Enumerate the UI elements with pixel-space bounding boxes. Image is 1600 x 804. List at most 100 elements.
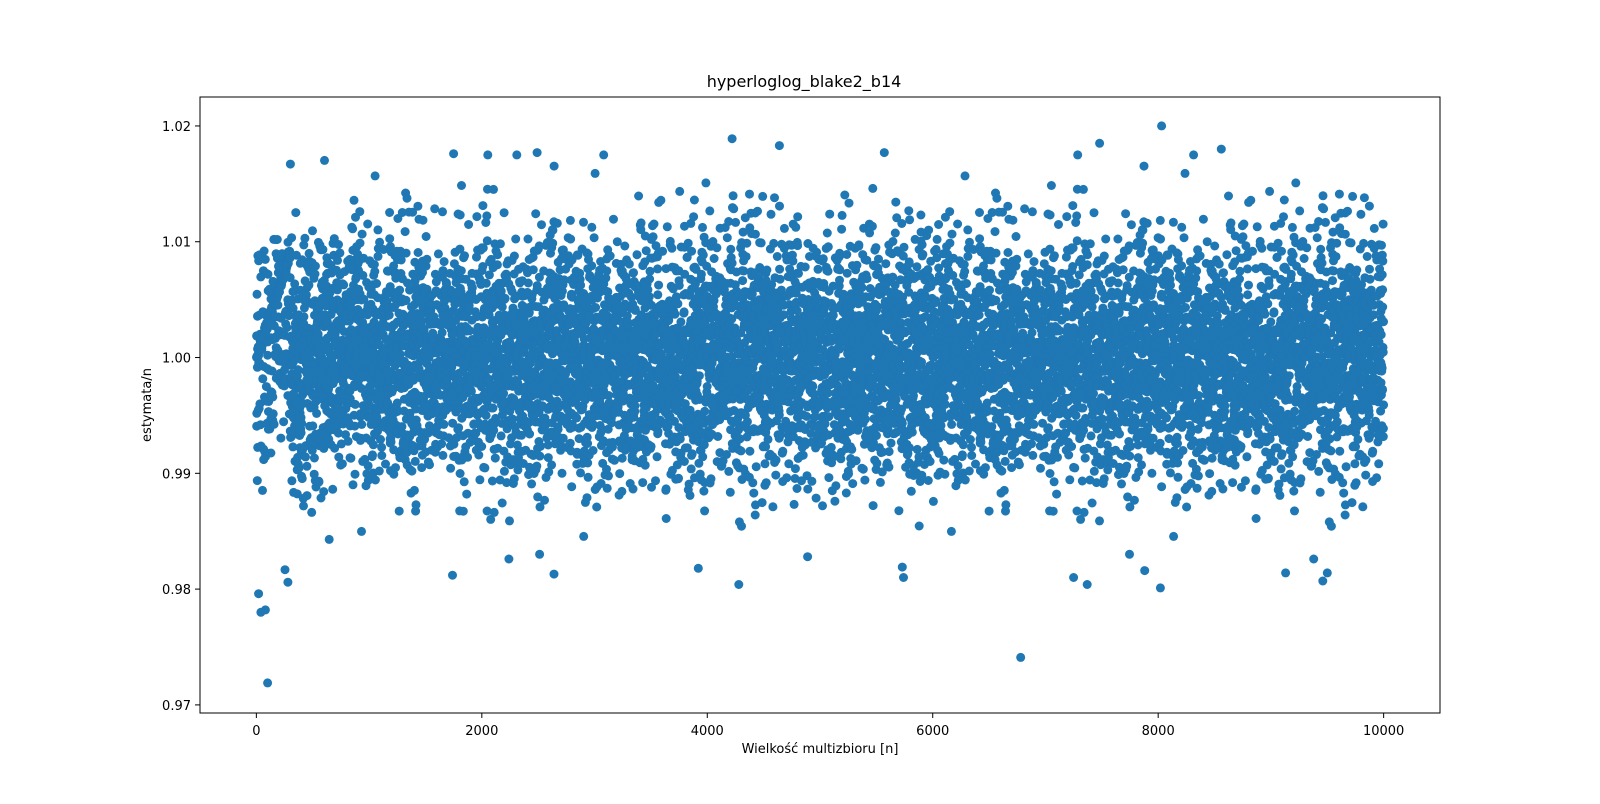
data-point: [587, 222, 597, 232]
data-point: [335, 248, 345, 258]
data-point: [288, 303, 298, 313]
data-point: [803, 484, 813, 494]
data-point: [401, 248, 411, 258]
data-point: [750, 229, 760, 239]
data-point: [807, 476, 817, 486]
data-point: [792, 484, 802, 493]
data-point: [349, 195, 359, 205]
data-point: [523, 278, 533, 288]
data-point: [617, 486, 627, 496]
data-point: [547, 460, 557, 470]
data-point: [775, 264, 785, 274]
data-point: [698, 222, 707, 232]
data-point: [670, 309, 680, 319]
data-point: [750, 510, 760, 520]
data-point: [591, 303, 601, 312]
data-point: [455, 210, 465, 220]
data-point: [319, 487, 329, 497]
data-point: [811, 493, 821, 503]
data-point: [763, 434, 773, 444]
data-point: [297, 474, 307, 484]
data-point: [385, 208, 395, 217]
data-point: [409, 485, 419, 495]
data-point: [296, 428, 306, 438]
data-point: [269, 419, 279, 429]
data-point: [645, 266, 655, 276]
data-point: [374, 466, 384, 476]
data-point: [674, 473, 683, 483]
data-point: [328, 484, 338, 494]
data-point: [779, 223, 789, 233]
data-point: [268, 392, 278, 402]
data-point: [698, 452, 708, 462]
data-point: [263, 350, 273, 360]
data-point: [299, 240, 309, 250]
data-point: [481, 278, 491, 288]
data-point: [790, 464, 800, 474]
data-point: [285, 159, 295, 169]
data-point: [467, 283, 477, 293]
data-point: [422, 254, 432, 264]
data-point: [357, 229, 367, 239]
data-point: [357, 526, 366, 536]
data-point: [483, 150, 493, 160]
data-point: [272, 235, 282, 244]
data-point: [552, 218, 562, 228]
data-point: [775, 201, 784, 211]
data-point: [537, 220, 546, 230]
data-point: [334, 240, 343, 249]
data-point: [489, 184, 498, 194]
data-point: [675, 434, 685, 444]
data-point: [477, 442, 487, 451]
data-point: [527, 479, 537, 489]
data-point: [308, 421, 318, 431]
data-point: [350, 399, 360, 409]
data-point: [252, 289, 262, 299]
data-point: [285, 273, 295, 283]
data-point: [395, 285, 405, 295]
data-point: [288, 442, 298, 452]
data-point: [628, 484, 638, 494]
data-point: [576, 280, 586, 290]
data-point: [400, 227, 410, 237]
data-point: [634, 191, 644, 201]
data-point: [496, 431, 506, 441]
data-point: [649, 219, 659, 229]
data-point: [287, 233, 297, 243]
data-point: [308, 226, 317, 236]
data-point: [727, 258, 737, 268]
data-point: [310, 261, 320, 271]
data-point: [709, 254, 719, 263]
data-point: [553, 424, 563, 434]
data-point: [646, 441, 656, 451]
data-point: [532, 461, 542, 471]
data-point: [770, 193, 779, 203]
data-point: [588, 446, 598, 455]
data-point: [363, 461, 373, 471]
data-point: [373, 251, 383, 261]
data-point: [800, 262, 810, 272]
data-point: [499, 466, 509, 476]
data-point: [425, 460, 434, 470]
points-layer: [252, 121, 1389, 688]
data-point: [689, 195, 699, 205]
data-point: [500, 293, 510, 303]
data-point: [567, 482, 577, 492]
data-point: [490, 453, 500, 463]
data-point: [778, 446, 788, 456]
data-point: [294, 463, 304, 473]
data-point: [640, 460, 650, 470]
data-point: [712, 243, 722, 253]
data-point: [391, 463, 400, 473]
data-point: [260, 254, 270, 264]
data-point: [348, 480, 358, 490]
data-point: [368, 450, 377, 460]
data-point: [276, 433, 286, 443]
data-point: [789, 499, 799, 509]
data-point: [472, 212, 482, 222]
data-point: [300, 233, 310, 243]
data-point: [312, 408, 322, 418]
data-point: [700, 406, 710, 416]
